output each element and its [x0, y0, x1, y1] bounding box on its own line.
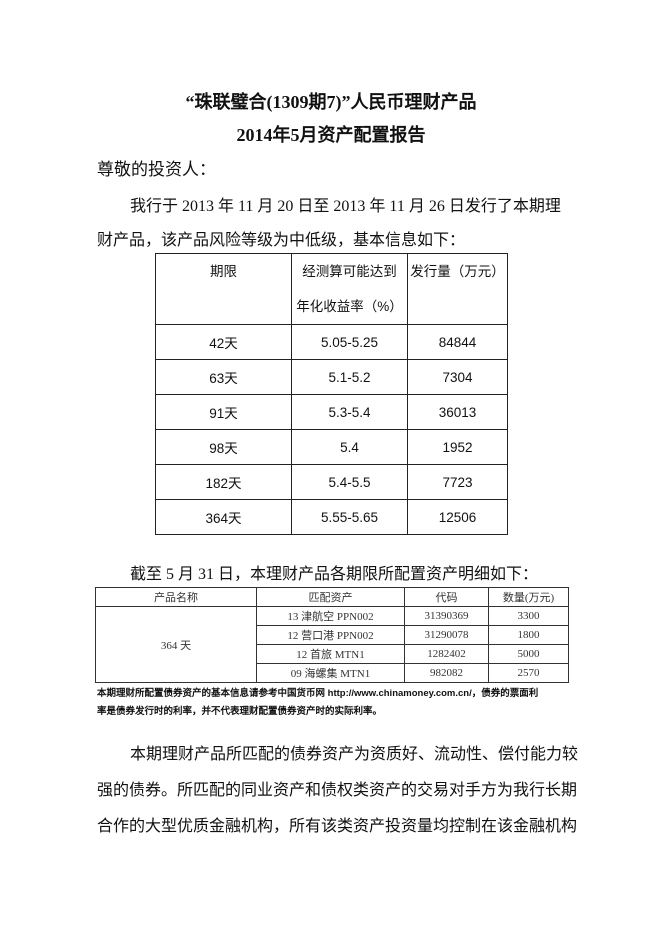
cell-term: 91天	[155, 394, 292, 430]
table-header-row: 产品名称 匹配资产 代码 数量(万元)	[95, 587, 569, 607]
cell-yield: 5.55-5.65	[291, 499, 408, 535]
asof-text: 截至 5 月 31 日，本理财产品各期限所配置资产明细如下：	[130, 566, 539, 583]
table-row: 09 海螺集 MTN1 982082 2570	[96, 663, 569, 683]
cell-volume: 7304	[407, 359, 508, 395]
cell-amount: 5000	[488, 644, 569, 664]
asset-detail-table: 产品名称 匹配资产 代码 数量(万元) 364 天 13 津航空 PPN002 31…	[95, 587, 569, 683]
title-line1: “珠联璧合(1309期7)”人民币理财产品	[185, 92, 477, 112]
greeting: 尊敬的投资人：	[97, 160, 216, 179]
cell-code: 31290078	[404, 625, 489, 645]
cell-term: 42天	[155, 324, 292, 360]
closing-line3: 合作的大型优质金融机构，所有该类资产投资量均控制在该金融机构	[97, 818, 578, 835]
header-product: 产品名称	[95, 587, 257, 607]
cell-volume: 12506	[407, 499, 508, 535]
table-row: 12 首旅 MTN1 1282402 5000	[96, 644, 569, 664]
table-header-row: 期限 经测算可能达到 年化收益率（%） 发行量（万元）	[155, 253, 508, 325]
cell-asset: 12 首旅 MTN1	[256, 644, 405, 664]
closing-line1: 本期理财产品所匹配的债券资产为资质好、流动性、偿付能力较	[130, 746, 579, 763]
table-row: 42天 5.05-5.25 84844	[155, 324, 508, 360]
header-amount: 数量(万元)	[488, 587, 569, 607]
table-row: 182天 5.4-5.5 7723	[155, 464, 508, 500]
header-yield-line1: 经测算可能达到	[302, 264, 397, 279]
cell-asset: 12 营口港 PPN002	[256, 625, 405, 645]
cell-yield: 5.4	[291, 429, 408, 465]
header-code: 代码	[404, 587, 489, 607]
cell-volume: 7723	[407, 464, 508, 500]
intro-line2: 财产品，该产品风险等级为中低级，基本信息如下：	[97, 232, 466, 249]
header-volume: 发行量（万元）	[407, 253, 508, 325]
cell-asset: 13 津航空 PPN002	[256, 606, 405, 626]
header-asset: 匹配资产	[256, 587, 405, 607]
cell-code: 31390369	[404, 606, 489, 626]
cell-yield: 5.05-5.25	[291, 324, 408, 360]
table-row: 91天 5.3-5.4 36013	[155, 394, 508, 430]
cell-product: 364 天	[95, 606, 257, 683]
table-row: 364 天 13 津航空 PPN002 31390369 3300	[95, 606, 569, 683]
cell-amount: 1800	[488, 625, 569, 645]
cell-term: 364天	[155, 499, 292, 535]
note-line1: 本期理财所配置债券资产的基本信息请参考中国货币网 http://www.chin…	[97, 688, 539, 699]
cell-asset: 09 海螺集 MTN1	[256, 663, 405, 683]
header-yield: 经测算可能达到 年化收益率（%）	[291, 253, 408, 325]
table-row: 364天 5.55-5.65 12506	[155, 499, 508, 535]
cell-code: 982082	[404, 663, 489, 683]
cell-volume: 1952	[407, 429, 508, 465]
table-row: 98天 5.4 1952	[155, 429, 508, 465]
cell-volume: 84844	[407, 324, 508, 360]
cell-amount: 2570	[488, 663, 569, 683]
cell-term: 63天	[155, 359, 292, 395]
cell-term: 98天	[155, 429, 292, 465]
cell-yield: 5.4-5.5	[291, 464, 408, 500]
table-row: 63天 5.1-5.2 7304	[155, 359, 508, 395]
cell-term: 182天	[155, 464, 292, 500]
note-line2: 率是债券发行时的利率，并不代表理财配置债券资产时的实际利率。	[97, 706, 383, 717]
intro-line1: 我行于 2013 年 11 月 20 日至 2013 年 11 月 26 日发行…	[130, 198, 561, 215]
cell-amount: 3300	[488, 606, 569, 626]
title-line2: 2014年5月资产配置报告	[236, 125, 426, 145]
cell-yield: 5.1-5.2	[291, 359, 408, 395]
header-term: 期限	[155, 253, 292, 325]
product-info-table: 期限 经测算可能达到 年化收益率（%） 发行量（万元） 42天 5.05-5.25 8…	[155, 253, 508, 535]
cell-code: 1282402	[404, 644, 489, 664]
header-yield-line2: 年化收益率（%）	[296, 299, 403, 314]
closing-line2: 强的债券。所匹配的同业资产和债权类资产的交易对手方为我行长期	[97, 782, 578, 799]
cell-volume: 36013	[407, 394, 508, 430]
cell-yield: 5.3-5.4	[291, 394, 408, 430]
